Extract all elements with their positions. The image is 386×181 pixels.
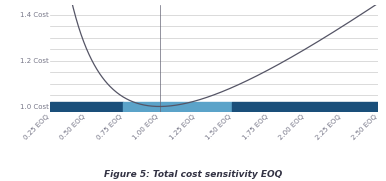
Bar (123, 102, 232, 112)
Bar (50, 102, 123, 112)
Bar (232, 102, 378, 112)
Text: Figure 5: Total cost sensitivity EOQ: Figure 5: Total cost sensitivity EOQ (104, 170, 282, 179)
